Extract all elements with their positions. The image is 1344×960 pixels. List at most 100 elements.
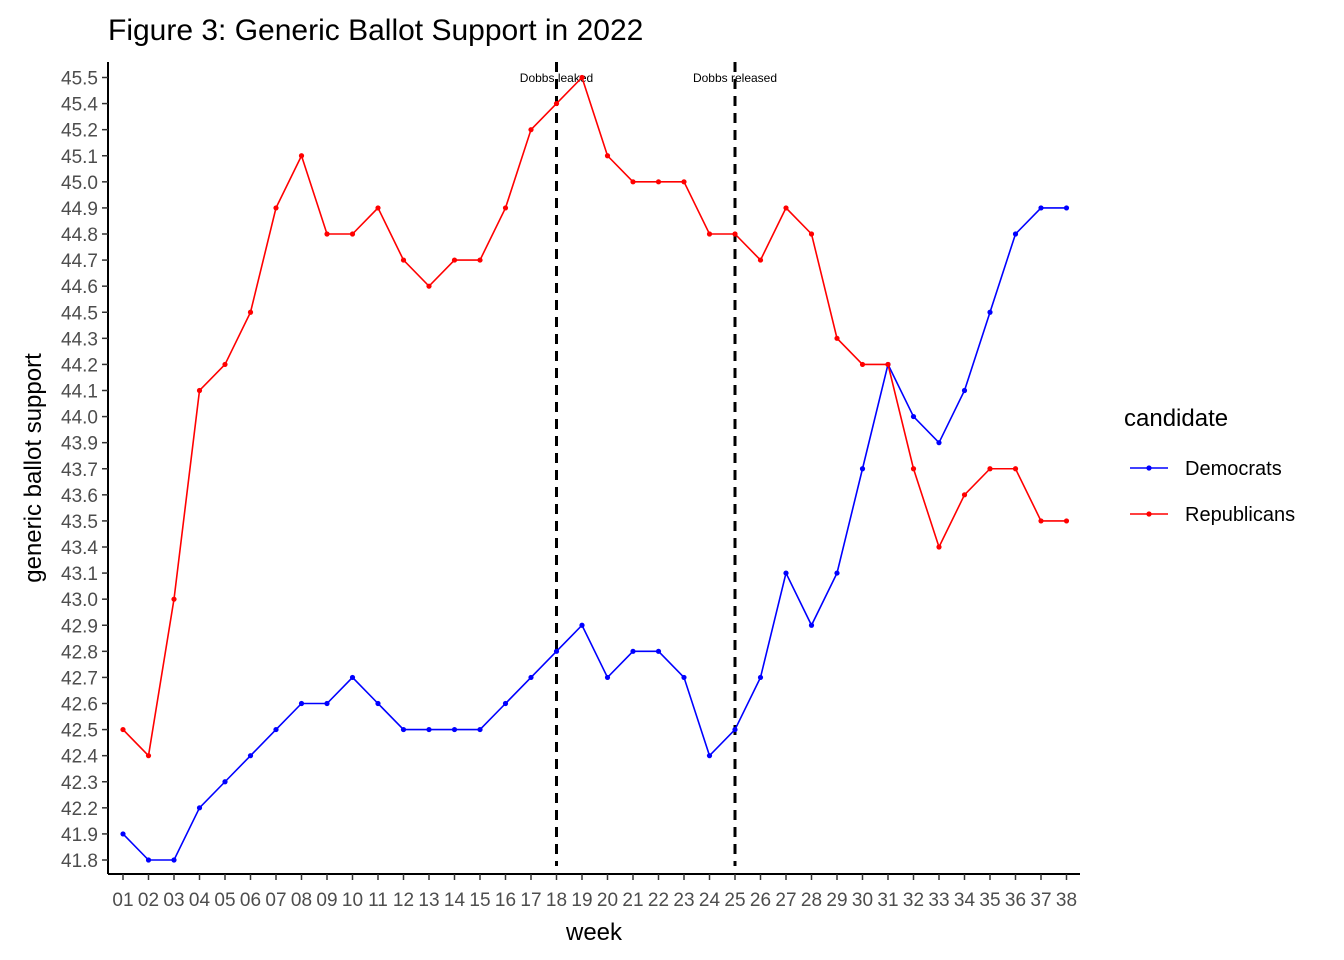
event-label: Dobbs leaked: [520, 71, 593, 85]
y-tick-label: 44.7: [61, 251, 98, 272]
data-point: [987, 466, 993, 472]
y-tick-label: 43.4: [61, 538, 98, 559]
data-point: [757, 674, 764, 681]
y-tick-label: 45.4: [61, 95, 98, 116]
y-tick-label: 42.8: [61, 642, 98, 663]
data-point: [808, 231, 815, 237]
data-point: [247, 309, 254, 315]
chart-title: Figure 3: Generic Ballot Support in 2022: [108, 14, 643, 47]
x-tick-label: 16: [495, 890, 516, 911]
legend-key-point: [1146, 465, 1152, 471]
data-point: [400, 726, 407, 733]
legend-key-point: [1146, 511, 1152, 517]
y-tick-label: 43.6: [61, 486, 98, 507]
y-tick-label: 44.1: [61, 382, 98, 403]
x-axis-ticks: 01 02 03 04 05 06 07 08 09 10 11 12 13 14 15 16 17 18 19 20…: [112, 874, 1077, 911]
y-axis-label: generic ballot support: [20, 353, 47, 583]
x-tick-label: 03: [163, 890, 184, 911]
data-point: [1063, 205, 1070, 211]
data-point: [171, 857, 177, 863]
data-point: [553, 648, 560, 654]
x-tick-label: 19: [571, 890, 592, 911]
data-point: [426, 283, 432, 289]
data-point: [681, 674, 687, 681]
x-tick-label: 04: [189, 890, 211, 911]
x-tick-label: 30: [852, 890, 873, 911]
series-line: [122, 75, 1067, 758]
x-tick-label: 14: [444, 890, 466, 911]
data-point: [196, 805, 203, 811]
y-tick-label: 42.5: [61, 721, 98, 742]
x-tick-label: 06: [240, 890, 261, 911]
data-point: [706, 753, 713, 759]
data-point: [375, 700, 381, 707]
y-tick-label: 44.6: [61, 277, 98, 298]
x-tick-label: 27: [775, 890, 796, 911]
data-point: [451, 257, 458, 263]
x-tick-label: 20: [597, 890, 618, 911]
x-tick-label: 15: [469, 890, 490, 911]
x-tick-label: 35: [979, 890, 1000, 911]
data-point: [655, 179, 662, 185]
x-tick-label: 23: [673, 890, 694, 911]
y-tick-label: 45.0: [61, 173, 98, 194]
data-point: [910, 413, 917, 420]
x-tick-label: 36: [1005, 890, 1026, 911]
data-point: [222, 779, 228, 785]
y-tick-label: 44.0: [61, 408, 98, 429]
y-tick-label: 45.2: [61, 121, 98, 142]
data-point: [732, 231, 738, 237]
data-point: [375, 205, 381, 211]
data-point: [477, 726, 483, 733]
data-point: [834, 335, 840, 341]
data-point: [859, 361, 866, 368]
x-tick-label: 01: [112, 890, 133, 911]
data-point: [706, 231, 713, 237]
data-point: [936, 440, 942, 446]
data-point: [961, 492, 968, 498]
data-point: [630, 179, 636, 185]
data-point: [834, 570, 840, 576]
legend-label: Democrats: [1185, 458, 1282, 480]
data-point: [987, 309, 993, 315]
x-tick-label: 13: [418, 890, 439, 911]
data-point: [400, 257, 407, 263]
y-axis-ticks: 41.8 41.9 42.2 42.3 42.4 42.5 42.6 42.7 42.8 42.9…: [61, 69, 108, 872]
data-point: [732, 726, 738, 733]
data-point: [528, 127, 534, 133]
data-point: [859, 466, 866, 472]
data-point: [1063, 518, 1070, 524]
data-point: [528, 674, 534, 681]
data-point: [273, 205, 279, 211]
data-point: [757, 257, 764, 263]
data-point: [298, 700, 305, 707]
data-point: [1038, 205, 1044, 211]
data-point: [349, 231, 356, 237]
x-tick-label: 07: [265, 890, 286, 911]
y-tick-label: 41.8: [61, 851, 98, 872]
x-tick-label: 37: [1030, 890, 1051, 911]
data-point: [502, 205, 509, 211]
x-tick-label: 09: [316, 890, 337, 911]
y-tick-label: 42.3: [61, 773, 98, 794]
data-point: [502, 700, 509, 707]
data-point: [553, 100, 560, 107]
series-democrats: [120, 205, 1070, 863]
data-point: [145, 753, 152, 759]
x-tick-label: 12: [393, 890, 414, 911]
data-point: [579, 622, 585, 628]
data-point: [783, 570, 789, 576]
x-tick-label: 22: [648, 890, 669, 911]
data-point: [222, 361, 228, 368]
data-point: [936, 544, 942, 550]
data-point: [145, 857, 152, 863]
data-point: [120, 831, 126, 837]
data-point: [604, 674, 611, 681]
x-tick-label: 10: [342, 890, 363, 911]
y-tick-label: 43.9: [61, 434, 98, 455]
legend-label: Republicans: [1185, 504, 1295, 526]
data-point: [630, 648, 636, 654]
x-axis-label: week: [565, 919, 623, 946]
data-point: [349, 674, 356, 681]
